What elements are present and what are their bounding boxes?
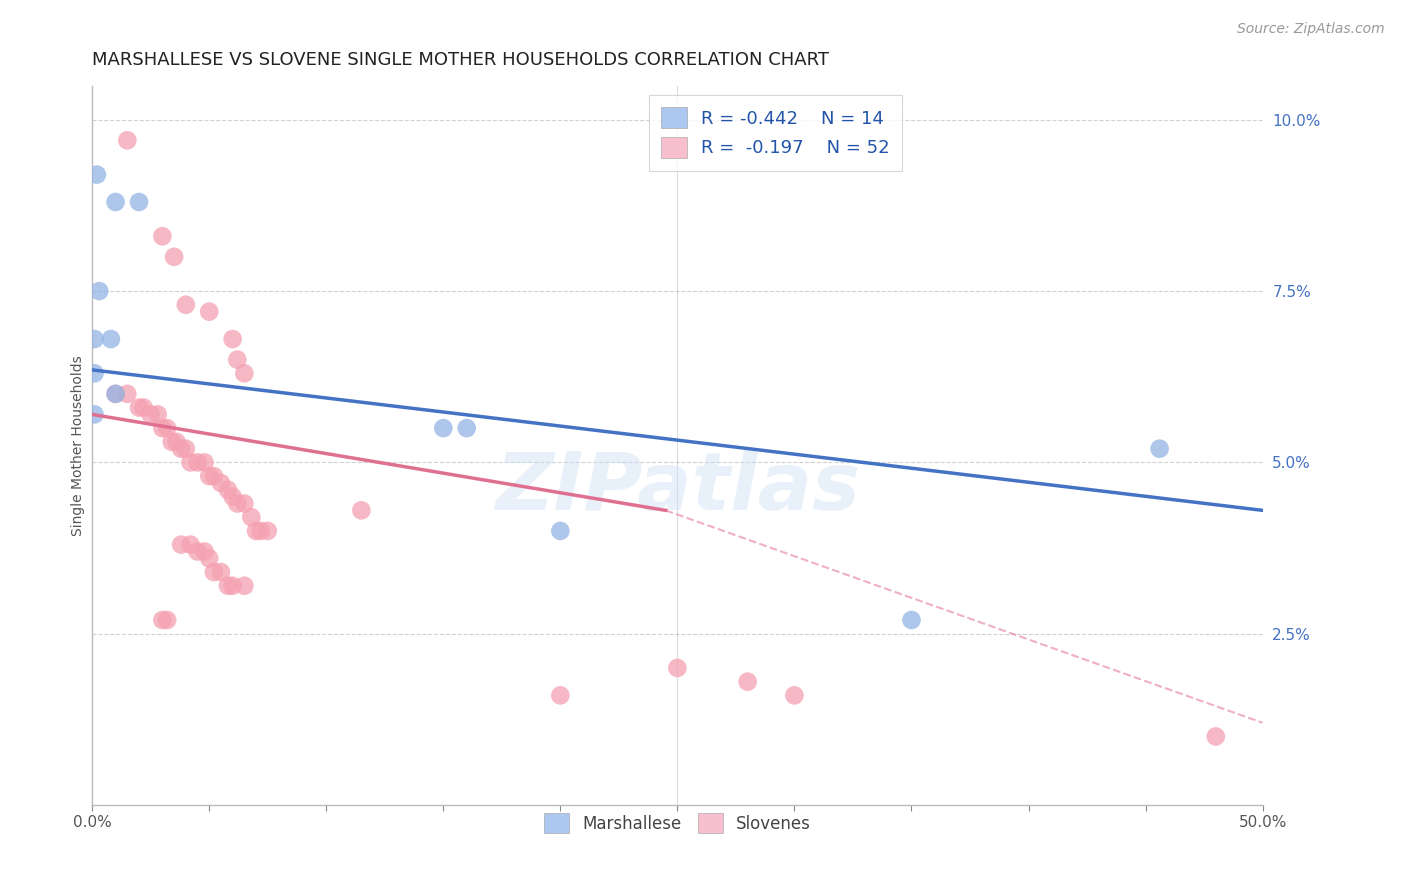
Point bbox=[160, 434, 183, 449]
Point bbox=[139, 408, 162, 422]
Point bbox=[350, 503, 373, 517]
Point bbox=[179, 455, 201, 469]
Point bbox=[128, 194, 150, 209]
Y-axis label: Single Mother Households: Single Mother Households bbox=[72, 355, 86, 535]
Point bbox=[193, 544, 215, 558]
Text: Source: ZipAtlas.com: Source: ZipAtlas.com bbox=[1237, 22, 1385, 37]
Point bbox=[152, 229, 174, 244]
Point bbox=[666, 661, 689, 675]
Point bbox=[1149, 442, 1171, 456]
Point bbox=[166, 434, 188, 449]
Point bbox=[104, 194, 127, 209]
Point bbox=[1205, 730, 1227, 744]
Point bbox=[117, 133, 139, 147]
Point bbox=[104, 387, 127, 401]
Point bbox=[83, 408, 105, 422]
Point bbox=[156, 613, 179, 627]
Point bbox=[233, 579, 256, 593]
Text: MARSHALLESE VS SLOVENE SINGLE MOTHER HOUSEHOLDS CORRELATION CHART: MARSHALLESE VS SLOVENE SINGLE MOTHER HOU… bbox=[93, 51, 830, 69]
Point bbox=[198, 304, 221, 318]
Legend: Marshallese, Slovenes: Marshallese, Slovenes bbox=[534, 803, 821, 844]
Point bbox=[209, 475, 232, 490]
Point bbox=[193, 455, 215, 469]
Point bbox=[83, 367, 105, 381]
Point bbox=[186, 544, 208, 558]
Point bbox=[174, 298, 197, 312]
Text: ZIPatlas: ZIPatlas bbox=[495, 450, 860, 527]
Point bbox=[128, 401, 150, 415]
Point bbox=[783, 689, 806, 703]
Point bbox=[117, 387, 139, 401]
Point bbox=[217, 579, 239, 593]
Point bbox=[104, 387, 127, 401]
Point bbox=[249, 524, 271, 538]
Point bbox=[432, 421, 454, 435]
Point bbox=[174, 442, 197, 456]
Point bbox=[550, 689, 572, 703]
Point bbox=[233, 367, 256, 381]
Point bbox=[209, 565, 232, 579]
Point bbox=[550, 524, 572, 538]
Point bbox=[170, 442, 193, 456]
Point bbox=[198, 469, 221, 483]
Point bbox=[240, 510, 263, 524]
Point bbox=[170, 538, 193, 552]
Point bbox=[186, 455, 208, 469]
Point bbox=[146, 408, 169, 422]
Point bbox=[900, 613, 922, 627]
Point bbox=[233, 496, 256, 510]
Point bbox=[86, 168, 108, 182]
Point bbox=[226, 352, 249, 367]
Point bbox=[226, 496, 249, 510]
Point bbox=[156, 421, 179, 435]
Point bbox=[152, 421, 174, 435]
Point bbox=[179, 538, 201, 552]
Point bbox=[217, 483, 239, 497]
Point bbox=[202, 469, 225, 483]
Point bbox=[256, 524, 278, 538]
Point bbox=[202, 565, 225, 579]
Point bbox=[245, 524, 267, 538]
Point bbox=[89, 284, 111, 298]
Point bbox=[456, 421, 478, 435]
Point bbox=[737, 674, 759, 689]
Point bbox=[221, 332, 243, 346]
Point bbox=[163, 250, 186, 264]
Point bbox=[198, 551, 221, 566]
Point bbox=[132, 401, 155, 415]
Point bbox=[152, 613, 174, 627]
Point bbox=[83, 332, 105, 346]
Point bbox=[100, 332, 122, 346]
Point bbox=[221, 579, 243, 593]
Point bbox=[221, 490, 243, 504]
